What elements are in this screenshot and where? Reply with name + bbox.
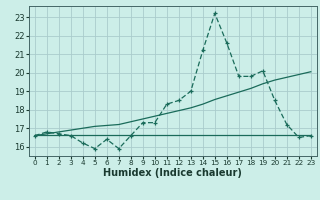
X-axis label: Humidex (Indice chaleur): Humidex (Indice chaleur) [103, 168, 242, 178]
